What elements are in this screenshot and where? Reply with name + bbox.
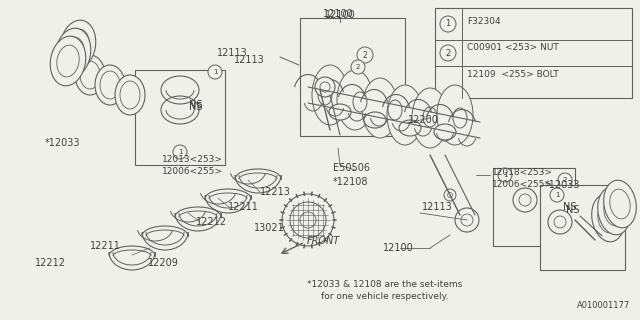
Text: 12113: 12113 bbox=[234, 55, 265, 65]
Ellipse shape bbox=[80, 61, 100, 89]
Text: 12006<255>: 12006<255> bbox=[162, 167, 223, 176]
Circle shape bbox=[173, 145, 187, 159]
Text: *12033 & 12108 are the set-items: *12033 & 12108 are the set-items bbox=[307, 280, 463, 289]
Ellipse shape bbox=[387, 85, 423, 145]
Circle shape bbox=[339, 78, 343, 82]
Text: 12212: 12212 bbox=[196, 217, 227, 227]
Circle shape bbox=[315, 77, 335, 97]
Ellipse shape bbox=[75, 55, 105, 95]
Circle shape bbox=[558, 173, 572, 187]
Circle shape bbox=[282, 194, 334, 246]
Ellipse shape bbox=[610, 189, 630, 219]
Text: FRONT: FRONT bbox=[307, 236, 340, 246]
Text: 2: 2 bbox=[445, 49, 451, 58]
Ellipse shape bbox=[362, 78, 398, 138]
Text: *12108: *12108 bbox=[333, 177, 369, 187]
Ellipse shape bbox=[598, 187, 630, 235]
Ellipse shape bbox=[388, 100, 402, 120]
Ellipse shape bbox=[412, 88, 448, 148]
Ellipse shape bbox=[453, 108, 467, 128]
Circle shape bbox=[595, 232, 615, 252]
Text: NS: NS bbox=[189, 100, 203, 110]
Text: 12113: 12113 bbox=[217, 48, 248, 58]
Ellipse shape bbox=[120, 81, 140, 109]
Text: E50506: E50506 bbox=[333, 163, 370, 173]
Ellipse shape bbox=[604, 180, 636, 228]
Bar bbox=[493, 168, 575, 246]
Text: for one vehicle respectively.: for one vehicle respectively. bbox=[321, 292, 449, 301]
Bar bbox=[435, 8, 632, 98]
Text: NS: NS bbox=[566, 205, 580, 215]
Text: NS: NS bbox=[563, 202, 577, 212]
Ellipse shape bbox=[592, 194, 624, 242]
Text: 12109  <255> BOLT: 12109 <255> BOLT bbox=[467, 70, 559, 79]
Bar bbox=[540, 185, 625, 270]
Circle shape bbox=[357, 47, 373, 63]
Circle shape bbox=[498, 168, 512, 182]
Text: 12013<253>: 12013<253> bbox=[162, 155, 223, 164]
Text: 1: 1 bbox=[503, 172, 508, 178]
Text: A010001177: A010001177 bbox=[577, 301, 630, 310]
Text: 12100: 12100 bbox=[323, 9, 353, 19]
Ellipse shape bbox=[434, 124, 456, 140]
Ellipse shape bbox=[50, 36, 86, 86]
Text: 12018<253>: 12018<253> bbox=[492, 168, 553, 177]
Ellipse shape bbox=[60, 20, 96, 70]
Ellipse shape bbox=[598, 203, 618, 233]
Ellipse shape bbox=[399, 120, 421, 136]
Ellipse shape bbox=[437, 85, 473, 145]
Circle shape bbox=[336, 75, 346, 85]
Ellipse shape bbox=[604, 196, 624, 226]
Ellipse shape bbox=[364, 112, 386, 128]
Text: *12033: *12033 bbox=[45, 138, 81, 148]
Ellipse shape bbox=[100, 71, 120, 99]
Circle shape bbox=[455, 208, 479, 232]
Ellipse shape bbox=[55, 28, 91, 78]
Text: 12211: 12211 bbox=[228, 202, 259, 212]
Text: *12033: *12033 bbox=[545, 180, 580, 190]
Text: 12213: 12213 bbox=[260, 187, 291, 197]
Text: 12100: 12100 bbox=[324, 10, 355, 20]
Ellipse shape bbox=[353, 92, 367, 112]
Ellipse shape bbox=[318, 85, 332, 105]
Text: 2: 2 bbox=[363, 51, 367, 60]
Circle shape bbox=[358, 88, 372, 102]
Circle shape bbox=[351, 60, 365, 74]
Ellipse shape bbox=[312, 65, 348, 125]
Text: NS: NS bbox=[189, 102, 203, 112]
Text: 12209: 12209 bbox=[148, 258, 179, 268]
Ellipse shape bbox=[115, 75, 145, 115]
Ellipse shape bbox=[337, 70, 373, 130]
Text: 1: 1 bbox=[445, 20, 451, 28]
Ellipse shape bbox=[95, 65, 125, 105]
Circle shape bbox=[513, 188, 537, 212]
Bar bbox=[300, 18, 405, 136]
Ellipse shape bbox=[423, 107, 437, 127]
Text: 12113: 12113 bbox=[422, 202, 452, 212]
Text: F32304: F32304 bbox=[467, 17, 500, 26]
Text: C00901 <253> NUT: C00901 <253> NUT bbox=[467, 43, 559, 52]
Text: 2: 2 bbox=[563, 177, 567, 183]
Ellipse shape bbox=[67, 29, 89, 61]
Circle shape bbox=[550, 188, 564, 202]
Bar bbox=[135, 70, 225, 165]
Text: 2: 2 bbox=[356, 64, 360, 70]
Text: 12006<255>: 12006<255> bbox=[492, 180, 553, 189]
Text: 1: 1 bbox=[212, 69, 217, 75]
Circle shape bbox=[548, 210, 572, 234]
Text: 1: 1 bbox=[178, 149, 182, 155]
Text: 12212: 12212 bbox=[35, 258, 66, 268]
Circle shape bbox=[208, 65, 222, 79]
Text: 12200: 12200 bbox=[408, 115, 439, 125]
Text: 1: 1 bbox=[555, 192, 559, 198]
Ellipse shape bbox=[329, 104, 351, 120]
Ellipse shape bbox=[57, 45, 79, 77]
Text: 12211: 12211 bbox=[90, 241, 121, 251]
Text: 13021: 13021 bbox=[254, 223, 285, 233]
Circle shape bbox=[444, 189, 456, 201]
Text: 12100: 12100 bbox=[383, 243, 413, 253]
Ellipse shape bbox=[62, 37, 84, 69]
